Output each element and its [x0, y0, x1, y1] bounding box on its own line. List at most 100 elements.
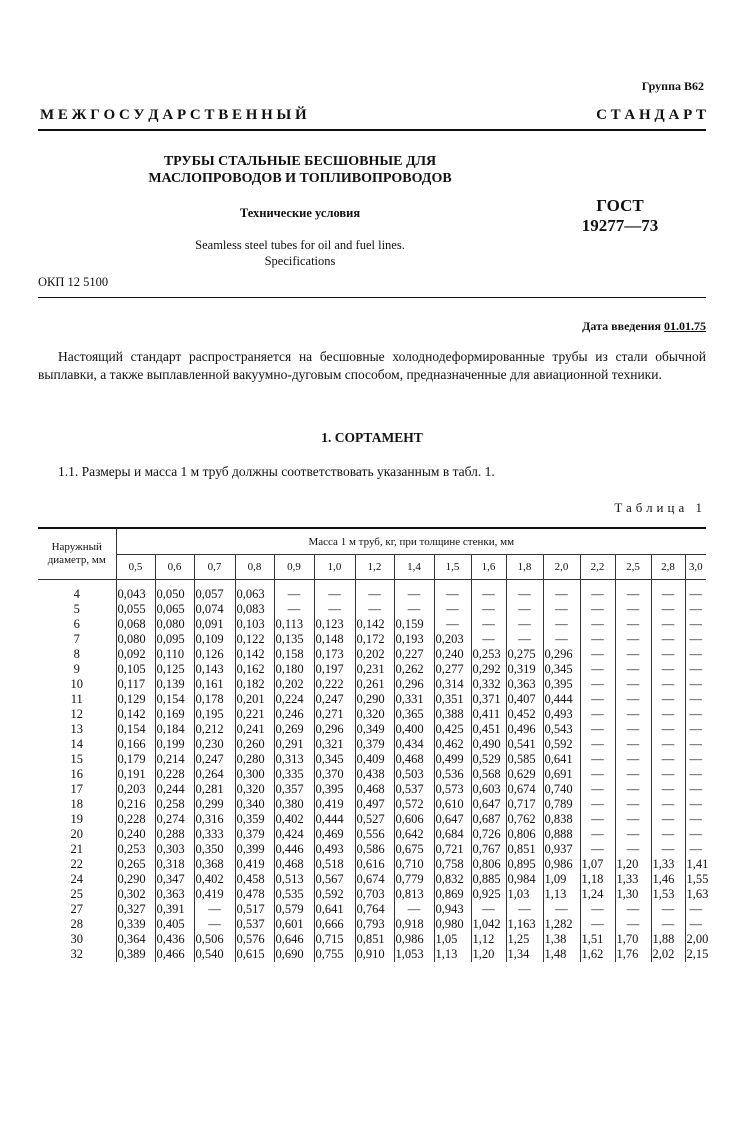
mass-cell: 0,359	[234, 812, 275, 827]
mass-cell: 0,925	[470, 887, 507, 902]
diameter-cell: 12	[38, 707, 117, 722]
mass-cell: 0,758	[433, 857, 472, 872]
diameter-header: Наружный диаметр, мм	[38, 527, 117, 580]
table-row: 10 0,117 0,139 0,161 0,182 0,202 0,222 0,261 0,2…	[38, 677, 707, 692]
mass-cell: 0,230	[193, 737, 236, 752]
mass-cell: 0,074	[193, 602, 236, 617]
mass-cell: 0,154	[154, 692, 195, 707]
mass-cell: —	[579, 737, 616, 752]
mass-cell: 0,388	[433, 707, 472, 722]
mass-cell: —	[684, 782, 707, 797]
diameter-cell: 8	[38, 647, 117, 662]
mass-cell: —	[684, 579, 707, 602]
mass-cell: 0,166	[115, 737, 156, 752]
mass-cell: 0,888	[542, 827, 581, 842]
mass-cell: —	[614, 692, 652, 707]
mass-cell: 0,537	[234, 917, 275, 932]
mass-cell: —	[193, 902, 236, 917]
mass-cell: 1,33	[650, 857, 686, 872]
mass-cell: 1,07	[579, 857, 616, 872]
mass-cell: 0,405	[154, 917, 195, 932]
banner-word: С Т А Н Д А Р Т	[596, 107, 706, 123]
table-row: 5 0,055 0,065 0,074 0,083— — — — — — — — — — — —	[38, 602, 707, 617]
mass-cell: 0,400	[393, 722, 435, 737]
mass-cell: 0,296	[542, 647, 581, 662]
mass-cell: 0,869	[433, 887, 472, 902]
divider	[38, 129, 706, 131]
mass-cell: —	[650, 707, 686, 722]
mass-cell: 0,095	[154, 632, 195, 647]
mass-cell: 0,806	[470, 857, 507, 872]
mass-cell: 0,469	[313, 827, 356, 842]
mass-cell: 0,556	[354, 827, 395, 842]
table-row: 28 0,339 0,405—0,537 0,601 0,666 0,793 0,918 0,…	[38, 917, 707, 932]
mass-cell: —	[650, 797, 686, 812]
mass-cell: 1,09	[542, 872, 581, 887]
diameter-cell: 14	[38, 737, 117, 752]
table-row: 30 0,364 0,436 0,506 0,576 0,646 0,715 0,851 0,9…	[38, 932, 708, 947]
mass-cell: 0,986	[393, 932, 435, 947]
mass-cell: 0,063	[234, 579, 275, 602]
mass-cell: —	[393, 602, 435, 617]
mass-cell: 0,642	[393, 827, 435, 842]
mass-cell: —	[505, 902, 544, 917]
mass-cell: —	[470, 617, 507, 632]
mass-cell: 1,20	[614, 857, 652, 872]
mass-cell: 0,436	[154, 932, 195, 947]
table-row: 9 0,105 0,125 0,143 0,162 0,180 0,197 0,231 0,26…	[38, 662, 707, 677]
table-row: 20 0,240 0,288 0,333 0,379 0,424 0,469 0,556 0,6…	[38, 827, 707, 842]
diameter-cell: 6	[38, 617, 117, 632]
mass-cell: —	[542, 617, 581, 632]
mass-cell: 0,710	[393, 857, 435, 872]
mass-cell: —	[542, 579, 581, 602]
mass-cell: 1,62	[579, 947, 616, 962]
mass-cell: —	[505, 602, 544, 617]
mass-cell: 0,615	[234, 947, 275, 962]
mass-cell: 1,13	[542, 887, 581, 902]
mass-cell: 0,365	[393, 707, 435, 722]
mass-cell: 0,162	[234, 662, 275, 677]
mass-cell: 0,535	[273, 887, 315, 902]
mass-cell: 0,269	[273, 722, 315, 737]
mass-cell: 1,34	[505, 947, 544, 962]
mass-cell: 0,586	[354, 842, 395, 857]
mass-cell: —	[684, 602, 707, 617]
mass-cell: 0,937	[542, 842, 581, 857]
mass-cell: 0,541	[505, 737, 544, 752]
mass-cell: 0,606	[393, 812, 435, 827]
mass-cell: —	[614, 579, 652, 602]
mass-cell: 1,282	[542, 917, 581, 932]
mass-cell: 0,126	[193, 647, 236, 662]
mass-cell: 0,592	[313, 887, 356, 902]
mass-cell: 0,314	[433, 677, 472, 692]
mass-cell: 0,274	[154, 812, 195, 827]
mass-cell: —	[505, 632, 544, 647]
mass-cell: 0,091	[193, 617, 236, 632]
mass-cell: 0,592	[542, 737, 581, 752]
mass-cell: 0,779	[393, 872, 435, 887]
mass-cell: 0,674	[505, 782, 544, 797]
mass-cell: 0,319	[505, 662, 544, 677]
mass-cell: —	[542, 902, 581, 917]
mass-cell: —	[684, 752, 707, 767]
mass-cell: 0,300	[234, 767, 275, 782]
mass-cell: 0,316	[193, 812, 236, 827]
diameter-cell: 11	[38, 692, 117, 707]
mass-cell: 0,717	[505, 797, 544, 812]
mass-cell: 0,142	[234, 647, 275, 662]
mass-cell: 0,402	[273, 812, 315, 827]
mass-cell: 0,496	[505, 722, 544, 737]
table-row: 14 0,166 0,199 0,230 0,260 0,291 0,321 0,379 0,4…	[38, 737, 707, 752]
mass-cell: —	[193, 917, 236, 932]
table-row: 21 0,253 0,303 0,350 0,399 0,446 0,493 0,586 0,6…	[38, 842, 707, 857]
mass-cell: 0,986	[542, 857, 581, 872]
mass-cell: —	[650, 662, 686, 677]
mass-cell: —	[433, 579, 472, 602]
diameter-cell: 16	[38, 767, 117, 782]
mass-cell: 0,517	[234, 902, 275, 917]
mass-cell: —	[579, 677, 616, 692]
mass-cell: —	[684, 647, 707, 662]
mass-cell: 0,851	[354, 932, 395, 947]
diameter-cell: 4	[38, 579, 117, 602]
mass-cell: —	[684, 842, 707, 857]
